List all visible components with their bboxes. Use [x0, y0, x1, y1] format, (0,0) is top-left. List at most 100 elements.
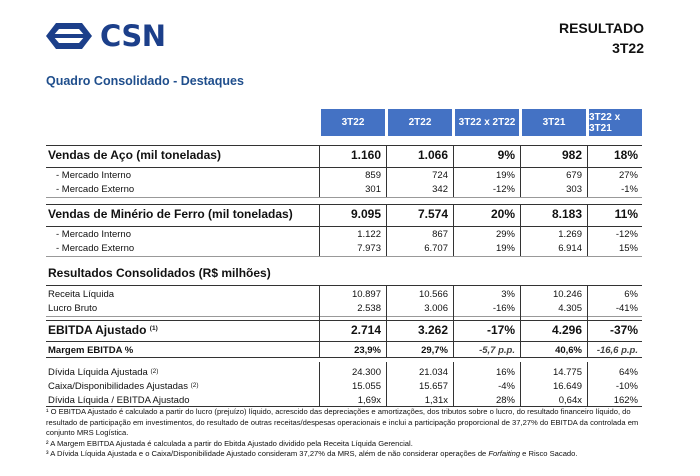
- column-divider: [587, 285, 588, 357]
- row-label-text: Receita Líquida: [48, 289, 115, 300]
- column-divider: [453, 204, 454, 256]
- column-header-3t22-x-3t21: 3T22 x 3T21: [589, 109, 642, 136]
- report-title: RESULTADO 3T22: [559, 18, 644, 58]
- table-row-aco-externo: - Mercado Externo 301 342 -12% 303 -1%: [46, 184, 642, 196]
- footnote-3: ³ A Dívida Líquida Ajustada e o Caixa/Di…: [46, 449, 656, 460]
- row-cell: 9%: [497, 148, 515, 162]
- row-cell: 6.707: [424, 243, 448, 254]
- row-cell: 10.566: [418, 289, 448, 300]
- row-cell: 11%: [614, 207, 638, 221]
- row-cell: -5,7 p.p.: [479, 345, 515, 356]
- row-label-text: Lucro Bruto: [48, 303, 98, 314]
- footnote-3-italic: Forfaiting: [488, 449, 521, 459]
- table-rule: [46, 226, 642, 227]
- table-row-caixa: Caixa/Disponibilidades Ajustadas (2) 15.0…: [46, 381, 642, 393]
- row-label-text: EBITDA Ajustado: [48, 323, 147, 337]
- column-divider: [319, 285, 320, 357]
- row-label-text: Dívida Líquida Ajustada: [48, 367, 148, 378]
- table-rule: [46, 341, 642, 342]
- column-divider: [520, 285, 521, 357]
- row-cell: 40,6%: [555, 345, 582, 356]
- row-label: Receita Líquida: [48, 289, 114, 301]
- column-divider: [386, 285, 387, 357]
- table-row-minerio-interno: - Mercado Interno 1.122 867 29% 1.269 -12%: [46, 229, 642, 241]
- table-row-vendas-minerio: Vendas de Minério de Ferro (mil tonelada…: [46, 206, 642, 222]
- row-cell: 3%: [501, 289, 515, 300]
- table-rule: [46, 357, 642, 358]
- row-cell: 6%: [624, 289, 638, 300]
- row-label-text: Vendas de Minério de Ferro (mil tonelada…: [48, 207, 293, 221]
- row-cell: 8.183: [551, 207, 582, 221]
- row-cell: -1%: [621, 184, 638, 195]
- column-divider: [520, 362, 521, 406]
- row-cell: 679: [566, 170, 582, 181]
- row-cell: 16%: [495, 367, 515, 378]
- row-cell: -12%: [492, 184, 515, 195]
- row-cell: -41%: [615, 303, 638, 314]
- column-divider: [386, 145, 387, 197]
- row-cell: 7.973: [357, 243, 381, 254]
- row-label: Vendas de Minério de Ferro (mil tonelada…: [48, 206, 293, 222]
- row-cell: 15%: [618, 243, 638, 254]
- row-cell: 2.714: [350, 323, 381, 337]
- column-divider: [587, 145, 588, 197]
- table-row-lucro-bruto: Lucro Bruto 2.538 3.006 -16% 4.305 -41%: [46, 303, 642, 315]
- row-cell: 3.006: [424, 303, 448, 314]
- column-divider: [319, 204, 320, 256]
- row-label: Lucro Bruto: [48, 303, 97, 315]
- row-cell: 19%: [495, 243, 515, 254]
- row-cell: 28%: [495, 395, 515, 406]
- row-cell: 10.897: [351, 289, 381, 300]
- row-cell: 27%: [618, 170, 638, 181]
- row-cell: 7.574: [417, 207, 448, 221]
- footnote-2: ² A Margem EBITDA Ajustada é calculada a…: [46, 438, 413, 448]
- row-cell: 2.538: [357, 303, 381, 314]
- column-divider: [587, 204, 588, 256]
- footnote-1: ¹ O EBITDA Ajustado é calculado a partir…: [46, 407, 639, 438]
- table-rule: [46, 145, 642, 146]
- row-label: Vendas de Aço (mil toneladas): [48, 147, 221, 163]
- row-cell: 64%: [618, 367, 638, 378]
- column-divider: [453, 285, 454, 357]
- footnotes: ¹ O EBITDA Ajustado é calculado a partir…: [46, 407, 656, 460]
- row-cell: 15.657: [418, 381, 448, 392]
- row-label: Dívida Líquida Ajustada (2): [48, 367, 158, 379]
- row-cell: -16%: [492, 303, 515, 314]
- report-title-line1: RESULTADO: [558, 20, 644, 36]
- row-label-text: Caixa/Disponibilidades Ajustadas: [48, 381, 188, 392]
- row-cell: 24.300: [351, 367, 381, 378]
- row-label-text: - Mercado Externo: [56, 243, 135, 254]
- row-label: - Mercado Interno: [56, 229, 131, 241]
- row-cell: -12%: [615, 229, 638, 240]
- table-rule: [46, 320, 642, 321]
- logo-text: CSN: [100, 19, 166, 53]
- row-cell: 18%: [613, 148, 638, 162]
- column-header-3t21: 3T21: [522, 109, 586, 136]
- table-rule: [46, 167, 642, 168]
- row-cell: -4%: [498, 381, 515, 392]
- table-row-divida-ebitda: Dívida Líquida / EBITDA Ajustado 1,69x 1,3…: [46, 395, 642, 407]
- row-label-text: - Mercado Externo: [56, 184, 135, 195]
- table-rule: [46, 285, 642, 286]
- row-cell: 20%: [490, 207, 515, 221]
- column-divider: [453, 145, 454, 197]
- row-label-text: Vendas de Aço (mil toneladas): [48, 148, 221, 162]
- column-header-2t22: 2T22: [388, 109, 452, 136]
- row-label-text: - Mercado Interno: [56, 229, 131, 240]
- row-cell: 29,7%: [421, 345, 448, 356]
- row-cell: 1,31x: [424, 395, 448, 406]
- table-row-receita: Receita Líquida 10.897 10.566 3% 10.246 6%: [46, 289, 642, 301]
- row-label-text: Dívida Líquida / EBITDA Ajustado: [48, 395, 190, 406]
- row-cell: 301: [365, 184, 381, 195]
- column-divider: [319, 362, 320, 406]
- row-label-text: Margem EBITDA %: [48, 345, 134, 356]
- table-rule: [46, 316, 642, 317]
- table-rule: [46, 256, 642, 257]
- row-cell: 4.296: [551, 323, 582, 337]
- row-cell: 16.649: [552, 381, 582, 392]
- row-cell: 14.775: [552, 367, 582, 378]
- row-cell: -17%: [486, 323, 515, 337]
- row-cell: 1.160: [350, 148, 381, 162]
- column-divider: [386, 362, 387, 406]
- row-label-footnote-ref: (2): [190, 382, 199, 389]
